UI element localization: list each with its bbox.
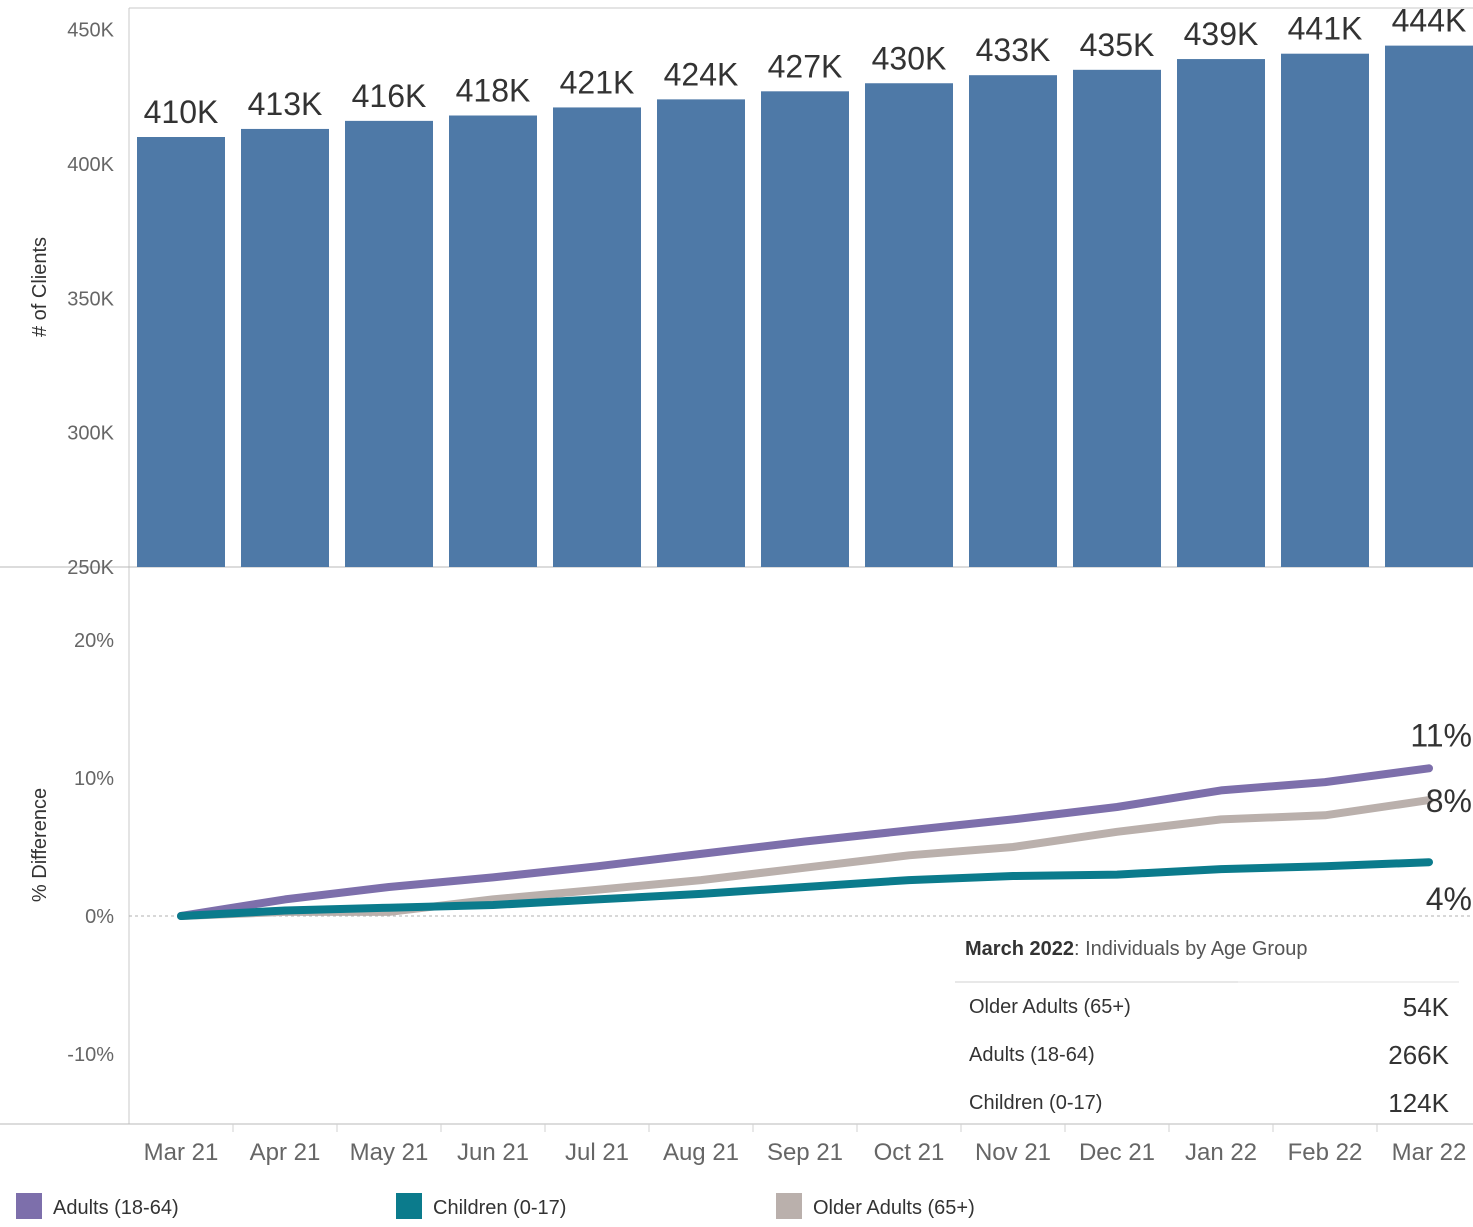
x-tick-label: Jun 21	[457, 1139, 529, 1166]
bar-data-label: 444K	[1392, 3, 1467, 39]
summary-row-label: Adults (18-64)	[969, 1044, 1095, 1066]
bar	[345, 120, 433, 567]
bar	[137, 137, 225, 567]
line-end-label: 4%	[1426, 881, 1472, 917]
bar	[761, 91, 849, 567]
y-tick-label: 0%	[85, 906, 114, 928]
bar-data-label: 424K	[664, 56, 739, 92]
y-tick-label: 250K	[67, 557, 114, 579]
x-axis-labels: Mar 21 Apr 21 May 21 Jun 21 Jul 21 Aug 21 Sep …	[144, 1124, 1467, 1166]
x-tick-label: Mar 21	[144, 1139, 219, 1166]
legend-swatch-older-adults	[776, 1193, 802, 1219]
x-tick-label: Jul 21	[565, 1139, 629, 1166]
line-end-label: 11%	[1410, 717, 1472, 753]
bar-y-axis-title: # of Clients	[29, 237, 51, 337]
legend-label-older-adults: Older Adults (65+)	[813, 1197, 975, 1219]
y-tick-label: 450K	[67, 20, 114, 42]
summary-title-date: March 2022	[965, 938, 1074, 960]
line-y-axis-title: % Difference	[29, 788, 51, 902]
bar-data-label: 421K	[560, 64, 635, 100]
y-tick-label: 20%	[74, 630, 114, 652]
bar	[657, 99, 745, 567]
y-tick-label: 10%	[74, 768, 114, 790]
bar-y-ticks: 250K 300K 350K 400K 450K	[67, 20, 114, 580]
line-series-older-adults-65	[177, 796, 1433, 920]
bar-data-label: 439K	[1184, 16, 1259, 52]
bar	[865, 83, 953, 567]
y-tick-label: 300K	[67, 423, 114, 445]
bar-data-label: 410K	[144, 94, 219, 130]
summary-title-text: : Individuals by Age Group	[1074, 938, 1307, 960]
legend-swatch-children	[396, 1193, 422, 1219]
summary-title: March 2022: Individuals by Age Group	[965, 938, 1307, 960]
legend-label-adults: Adults (18-64)	[53, 1197, 179, 1219]
y-tick-label: 350K	[67, 288, 114, 310]
bar-data-label: 433K	[976, 32, 1051, 68]
y-tick-label: -10%	[67, 1044, 114, 1066]
bar	[1177, 59, 1265, 567]
bar	[553, 107, 641, 567]
x-tick-label: Nov 21	[975, 1139, 1051, 1166]
summary-row-value: 124K	[1388, 1088, 1449, 1118]
legend-swatch-adults	[16, 1193, 42, 1219]
bar-data-label: 427K	[768, 48, 843, 84]
summary-row-label: Older Adults (65+)	[969, 996, 1131, 1018]
bar	[241, 128, 329, 567]
bar-series: 410K 413K 416K 418K 421K 424K 427K 430K 433K 435K…	[137, 3, 1473, 567]
line-y-ticks: -10% 0% 10% 20%	[67, 630, 1473, 1066]
bar-data-label: 413K	[248, 86, 323, 122]
line-series: 11% 8% 4%	[177, 717, 1472, 920]
bar-data-label: 418K	[456, 73, 531, 109]
summary-row-value: 54K	[1403, 992, 1450, 1022]
x-tick-label: Jan 22	[1185, 1139, 1257, 1166]
bar-data-label: 416K	[352, 78, 427, 114]
bar	[1073, 69, 1161, 567]
x-tick-label: Oct 21	[874, 1139, 945, 1166]
y-tick-label: 400K	[67, 154, 114, 176]
x-tick-label: Feb 22	[1288, 1139, 1363, 1166]
x-tick-label: Aug 21	[663, 1139, 739, 1166]
x-tick-label: Sep 21	[767, 1139, 843, 1166]
legend-label-children: Children (0-17)	[433, 1197, 566, 1219]
x-tick-label: Mar 22	[1392, 1139, 1467, 1166]
summary-row-label: Children (0-17)	[969, 1092, 1102, 1114]
line-end-label: 8%	[1426, 783, 1472, 819]
summary-panel: March 2022: Individuals by Age Group Old…	[955, 938, 1459, 1118]
x-tick-label: Dec 21	[1079, 1139, 1155, 1166]
summary-row-value: 266K	[1388, 1040, 1449, 1070]
line-series-children-0-17	[177, 858, 1433, 920]
bar	[449, 115, 537, 567]
line-series-adults-18-64	[177, 764, 1433, 920]
bar-data-label: 430K	[872, 40, 947, 76]
legend: Adults (18-64) Children (0-17) Older Adu…	[16, 1193, 975, 1219]
bar-data-label: 435K	[1080, 27, 1155, 63]
bar	[1281, 53, 1369, 567]
bar	[969, 75, 1057, 567]
bar	[1385, 45, 1473, 567]
x-tick-label: Apr 21	[250, 1139, 321, 1166]
bar-data-label: 441K	[1288, 11, 1363, 47]
x-tick-label: May 21	[350, 1139, 429, 1166]
